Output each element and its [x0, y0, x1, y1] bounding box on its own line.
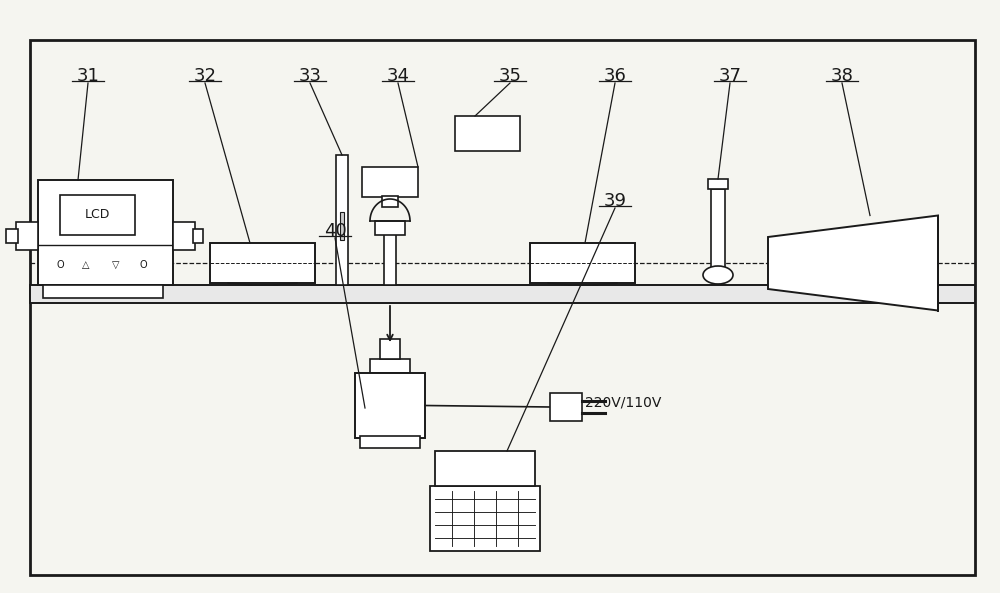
- Bar: [340, 212, 344, 240]
- Text: ▽: ▽: [112, 260, 120, 270]
- Bar: [193, 229, 203, 243]
- Text: 32: 32: [193, 67, 216, 85]
- Text: O: O: [139, 260, 147, 270]
- Text: 37: 37: [718, 67, 742, 85]
- Text: △: △: [82, 260, 90, 270]
- Bar: [336, 155, 348, 285]
- Bar: [384, 230, 396, 285]
- Bar: [360, 436, 420, 448]
- Bar: [355, 373, 425, 438]
- Bar: [455, 116, 520, 151]
- Text: 34: 34: [386, 67, 410, 85]
- Bar: [362, 167, 418, 197]
- Bar: [550, 393, 582, 421]
- Bar: [60, 195, 135, 235]
- Bar: [711, 189, 725, 267]
- Bar: [16, 222, 38, 250]
- Text: 39: 39: [604, 192, 626, 210]
- Polygon shape: [768, 215, 938, 311]
- Bar: [38, 180, 173, 285]
- Bar: [708, 179, 728, 189]
- Ellipse shape: [703, 266, 733, 284]
- Text: 33: 33: [298, 67, 322, 85]
- Bar: [382, 196, 398, 207]
- Text: 38: 38: [831, 67, 853, 85]
- Text: 35: 35: [498, 67, 522, 85]
- Bar: [43, 285, 163, 298]
- Text: 40: 40: [324, 222, 346, 240]
- Bar: [210, 243, 315, 283]
- Bar: [530, 243, 635, 283]
- Bar: [380, 339, 400, 359]
- Text: 31: 31: [77, 67, 99, 85]
- Bar: [6, 229, 18, 243]
- Text: O: O: [56, 260, 64, 270]
- Bar: [370, 359, 410, 373]
- Bar: [375, 221, 405, 235]
- Bar: [173, 222, 195, 250]
- Text: 220V/110V: 220V/110V: [585, 396, 661, 410]
- Bar: [430, 486, 540, 551]
- Bar: [30, 285, 975, 303]
- Text: LCD: LCD: [85, 209, 110, 222]
- Bar: [435, 451, 535, 486]
- Text: 36: 36: [604, 67, 626, 85]
